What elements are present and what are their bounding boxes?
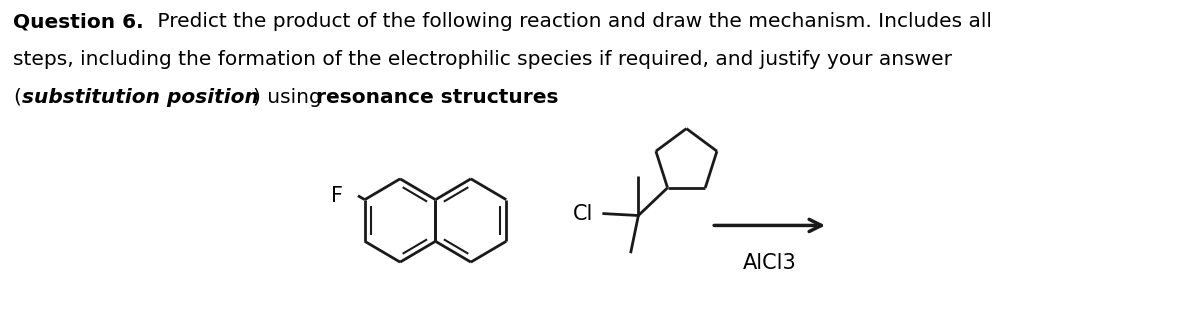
Text: resonance structures: resonance structures: [317, 88, 559, 107]
Text: ) using: ) using: [253, 88, 329, 107]
Text: Cl: Cl: [574, 204, 594, 223]
Text: .: .: [492, 88, 499, 107]
Text: steps, including the formation of the electrophilic species if required, and jus: steps, including the formation of the el…: [13, 50, 952, 69]
Text: AlCl3: AlCl3: [743, 253, 797, 273]
Text: (: (: [13, 88, 20, 107]
Text: Predict the product of the following reaction and draw the mechanism. Includes a: Predict the product of the following rea…: [151, 12, 992, 31]
Text: substitution position: substitution position: [23, 88, 259, 107]
Text: Question 6.: Question 6.: [13, 12, 144, 31]
Text: F: F: [331, 186, 343, 206]
